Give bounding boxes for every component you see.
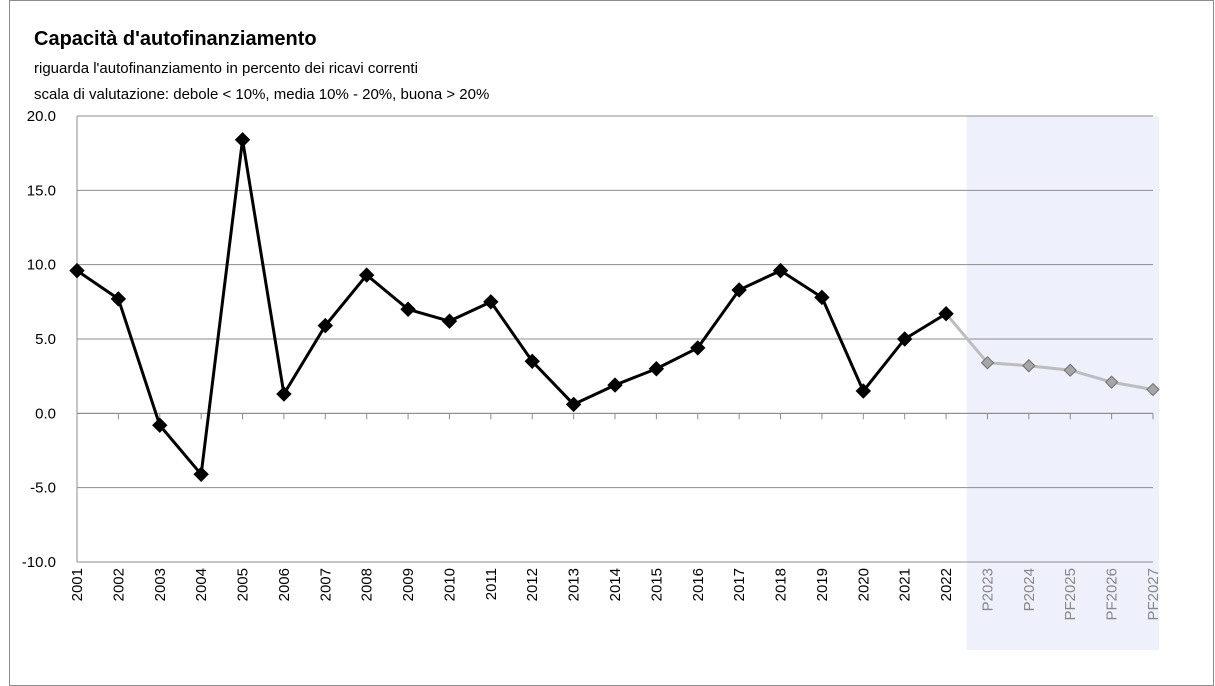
x-tick-label: 2009 bbox=[400, 568, 417, 601]
x-tick-label: P2023 bbox=[979, 568, 996, 611]
x-tick-label: 2012 bbox=[524, 568, 541, 601]
x-tick-label: P2024 bbox=[1021, 568, 1038, 611]
y-tick-label: -10.0 bbox=[22, 554, 56, 571]
data-point bbox=[896, 331, 913, 347]
x-tick-label: 2006 bbox=[276, 568, 293, 601]
x-tick-label: 2021 bbox=[897, 568, 914, 601]
y-tick-label: 10.0 bbox=[27, 257, 56, 274]
y-tick-label: 0.0 bbox=[35, 405, 56, 422]
series-line bbox=[76, 138, 947, 476]
x-tick-label: 2003 bbox=[152, 568, 169, 601]
data-point bbox=[193, 466, 209, 482]
x-tick-label: 2011 bbox=[483, 568, 500, 600]
data-point bbox=[690, 340, 706, 356]
data-point bbox=[1146, 382, 1160, 397]
data-point bbox=[855, 383, 872, 399]
x-tick-label: 2007 bbox=[317, 568, 334, 601]
x-tick-label: 2010 bbox=[441, 568, 458, 601]
chart-subtitle: riguarda l'autofinanziamento in percento… bbox=[34, 60, 418, 77]
forecast-shade bbox=[966, 116, 1159, 650]
y-tick-label: 15.0 bbox=[27, 182, 56, 199]
data-point bbox=[772, 262, 789, 279]
y-tick-label: 5.0 bbox=[35, 331, 56, 348]
data-point bbox=[607, 377, 623, 393]
x-tick-label: 2008 bbox=[359, 568, 376, 601]
data-point bbox=[524, 353, 540, 370]
x-tick-label: PF2027 bbox=[1145, 568, 1162, 621]
data-point bbox=[234, 132, 251, 148]
x-tick-label: 2002 bbox=[110, 568, 127, 601]
data-point bbox=[1104, 375, 1119, 389]
data-point bbox=[938, 306, 954, 322]
data-point bbox=[814, 289, 830, 306]
x-tick-label: 2004 bbox=[193, 568, 210, 601]
data-point bbox=[400, 301, 416, 317]
x-tick-label: PF2026 bbox=[1104, 568, 1121, 621]
x-tick-label: 2016 bbox=[690, 568, 707, 601]
data-point bbox=[69, 262, 85, 279]
x-tick-label: 2018 bbox=[773, 568, 790, 601]
x-tick-label: 2001 bbox=[69, 568, 86, 601]
x-tick-label: 2014 bbox=[607, 568, 624, 601]
x-tick-label: 2005 bbox=[235, 568, 252, 601]
chart-title: Capacità d'autofinanziamento bbox=[34, 28, 317, 50]
data-point bbox=[152, 417, 168, 433]
x-tick-label: PF2025 bbox=[1062, 568, 1079, 621]
x-tick-label: 2020 bbox=[855, 568, 872, 601]
chart-subtitle: scala di valutazione: debole < 10%, medi… bbox=[34, 86, 489, 103]
y-tick-label: -5.0 bbox=[30, 480, 56, 497]
data-point bbox=[317, 317, 334, 334]
x-tick-label: 2015 bbox=[648, 568, 665, 601]
y-tick-label: 20.0 bbox=[27, 108, 56, 125]
x-tick-label: 2017 bbox=[731, 568, 748, 601]
data-point bbox=[358, 267, 375, 283]
x-tick-label: 2013 bbox=[566, 568, 583, 601]
data-point bbox=[565, 396, 582, 413]
data-point bbox=[441, 313, 458, 329]
data-point bbox=[1022, 359, 1036, 373]
data-point bbox=[648, 361, 665, 377]
data-point bbox=[1063, 363, 1077, 377]
x-tick-label: 2022 bbox=[938, 568, 955, 601]
data-point bbox=[110, 291, 127, 307]
data-point bbox=[276, 386, 292, 402]
series-line bbox=[944, 312, 1154, 392]
data-point bbox=[980, 356, 995, 370]
x-tick-label: 2019 bbox=[814, 568, 831, 601]
forecast-area bbox=[966, 116, 1159, 650]
data-point bbox=[483, 294, 499, 310]
data-point bbox=[731, 282, 747, 298]
